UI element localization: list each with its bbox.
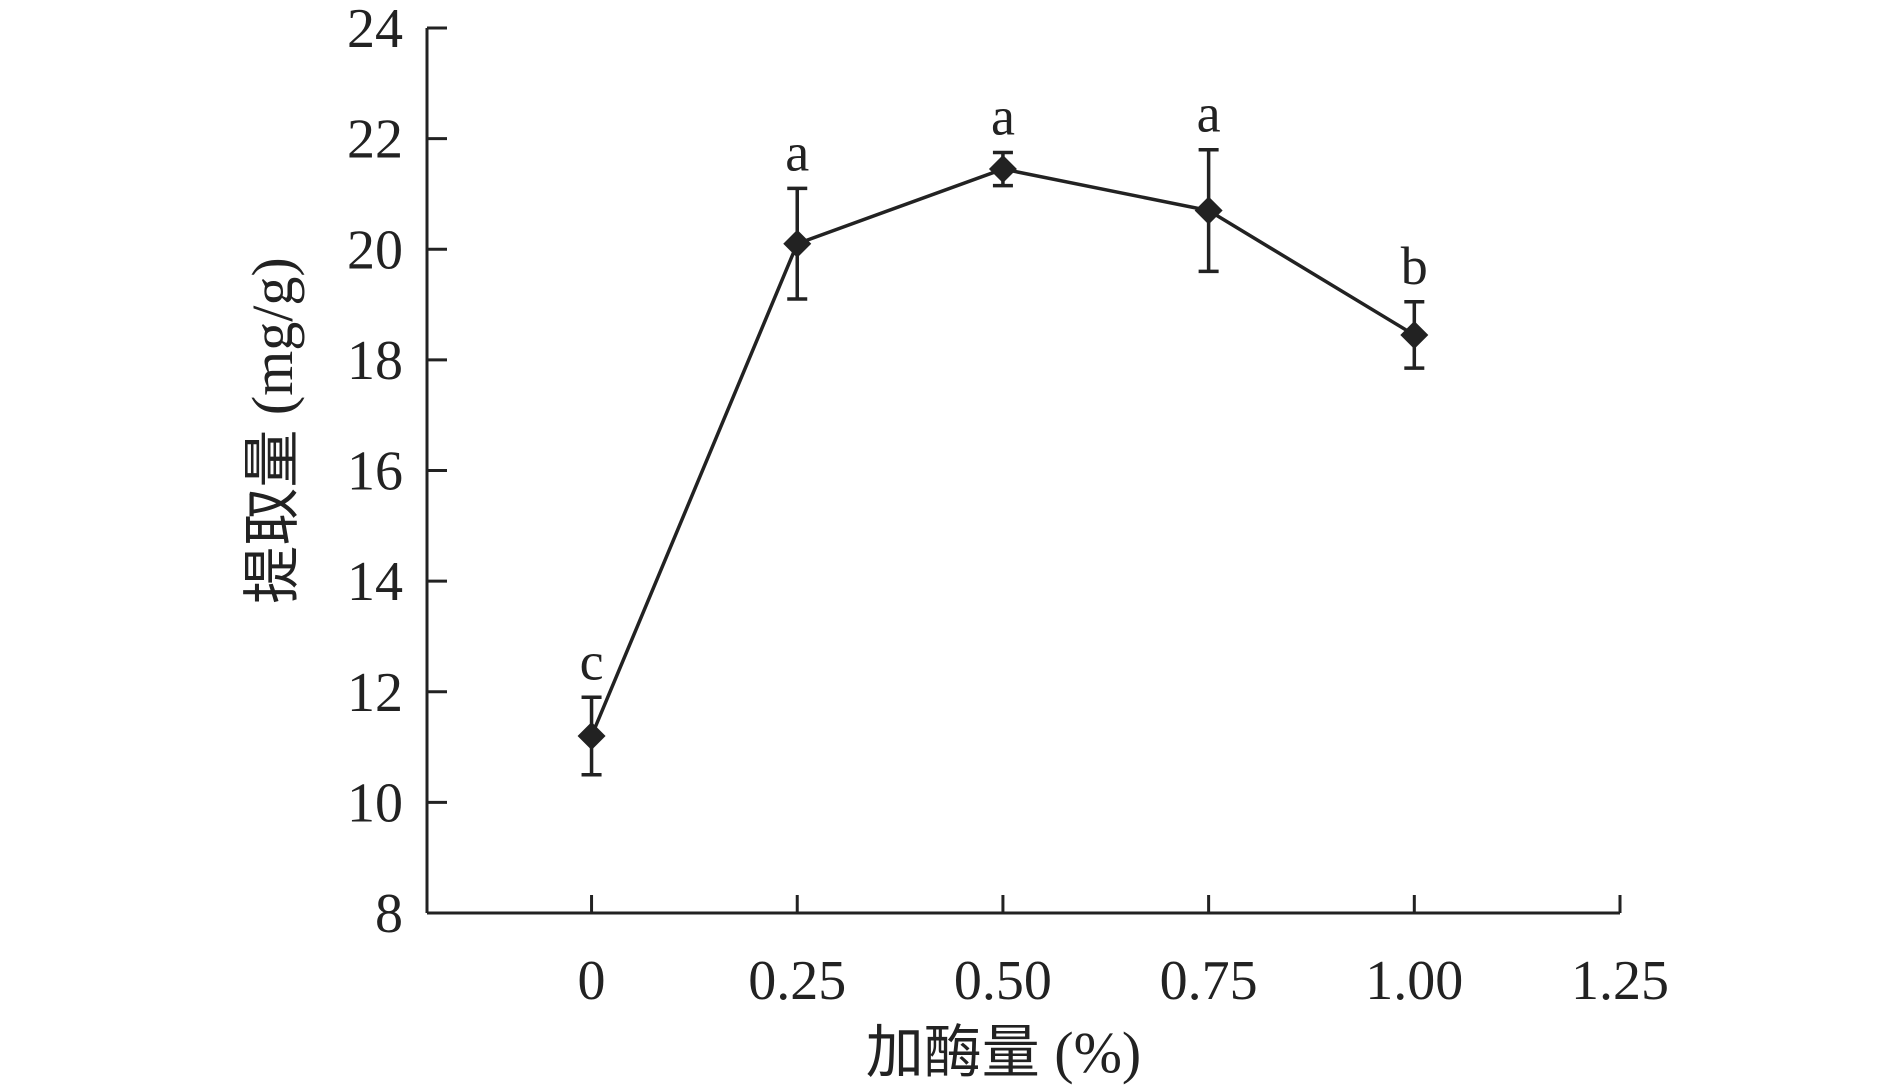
- significance-label: a: [1197, 84, 1221, 144]
- data-series: c a a a b: [577, 84, 1429, 777]
- significance-label: c: [580, 631, 604, 691]
- y-tick-label: 14: [347, 551, 403, 613]
- x-tick-label: 0: [578, 950, 606, 1012]
- y-tick-label: 12: [347, 662, 403, 724]
- axes: [425, 28, 1620, 915]
- significance-label: a: [991, 86, 1015, 146]
- y-tick-label: 24: [347, 0, 403, 60]
- y-tick-label: 18: [347, 330, 403, 392]
- data-point: [783, 229, 812, 258]
- data-point: [577, 722, 606, 750]
- y-tick-label: 22: [347, 109, 403, 171]
- data-point: [988, 155, 1017, 184]
- x-tick-label: 0.25: [748, 950, 846, 1012]
- series-line: [589, 167, 1416, 737]
- significance-label: b: [1401, 236, 1428, 296]
- y-axis-ticks: 8 10 12 14 16 18 20 22 24: [347, 0, 447, 945]
- y-tick-label: 10: [347, 772, 403, 834]
- x-axis-label: 加酶量 (%): [866, 1020, 1141, 1085]
- data-point: [1400, 320, 1429, 349]
- x-tick-label: 0.75: [1160, 950, 1258, 1012]
- data-point: [1194, 196, 1223, 225]
- y-tick-label: 16: [347, 441, 403, 503]
- x-tick-label: 1.25: [1571, 950, 1669, 1012]
- y-tick-label: 20: [347, 219, 403, 281]
- x-axis-ticks: 0 0.25 0.50 0.75 1.00 1.25: [578, 895, 1669, 1012]
- significance-label: a: [785, 122, 809, 182]
- y-tick-label: 8: [375, 883, 403, 945]
- x-tick-label: 1.00: [1365, 950, 1463, 1012]
- y-axis-label: 提取量 (mg/g): [240, 257, 305, 603]
- x-tick-label: 0.50: [954, 950, 1052, 1012]
